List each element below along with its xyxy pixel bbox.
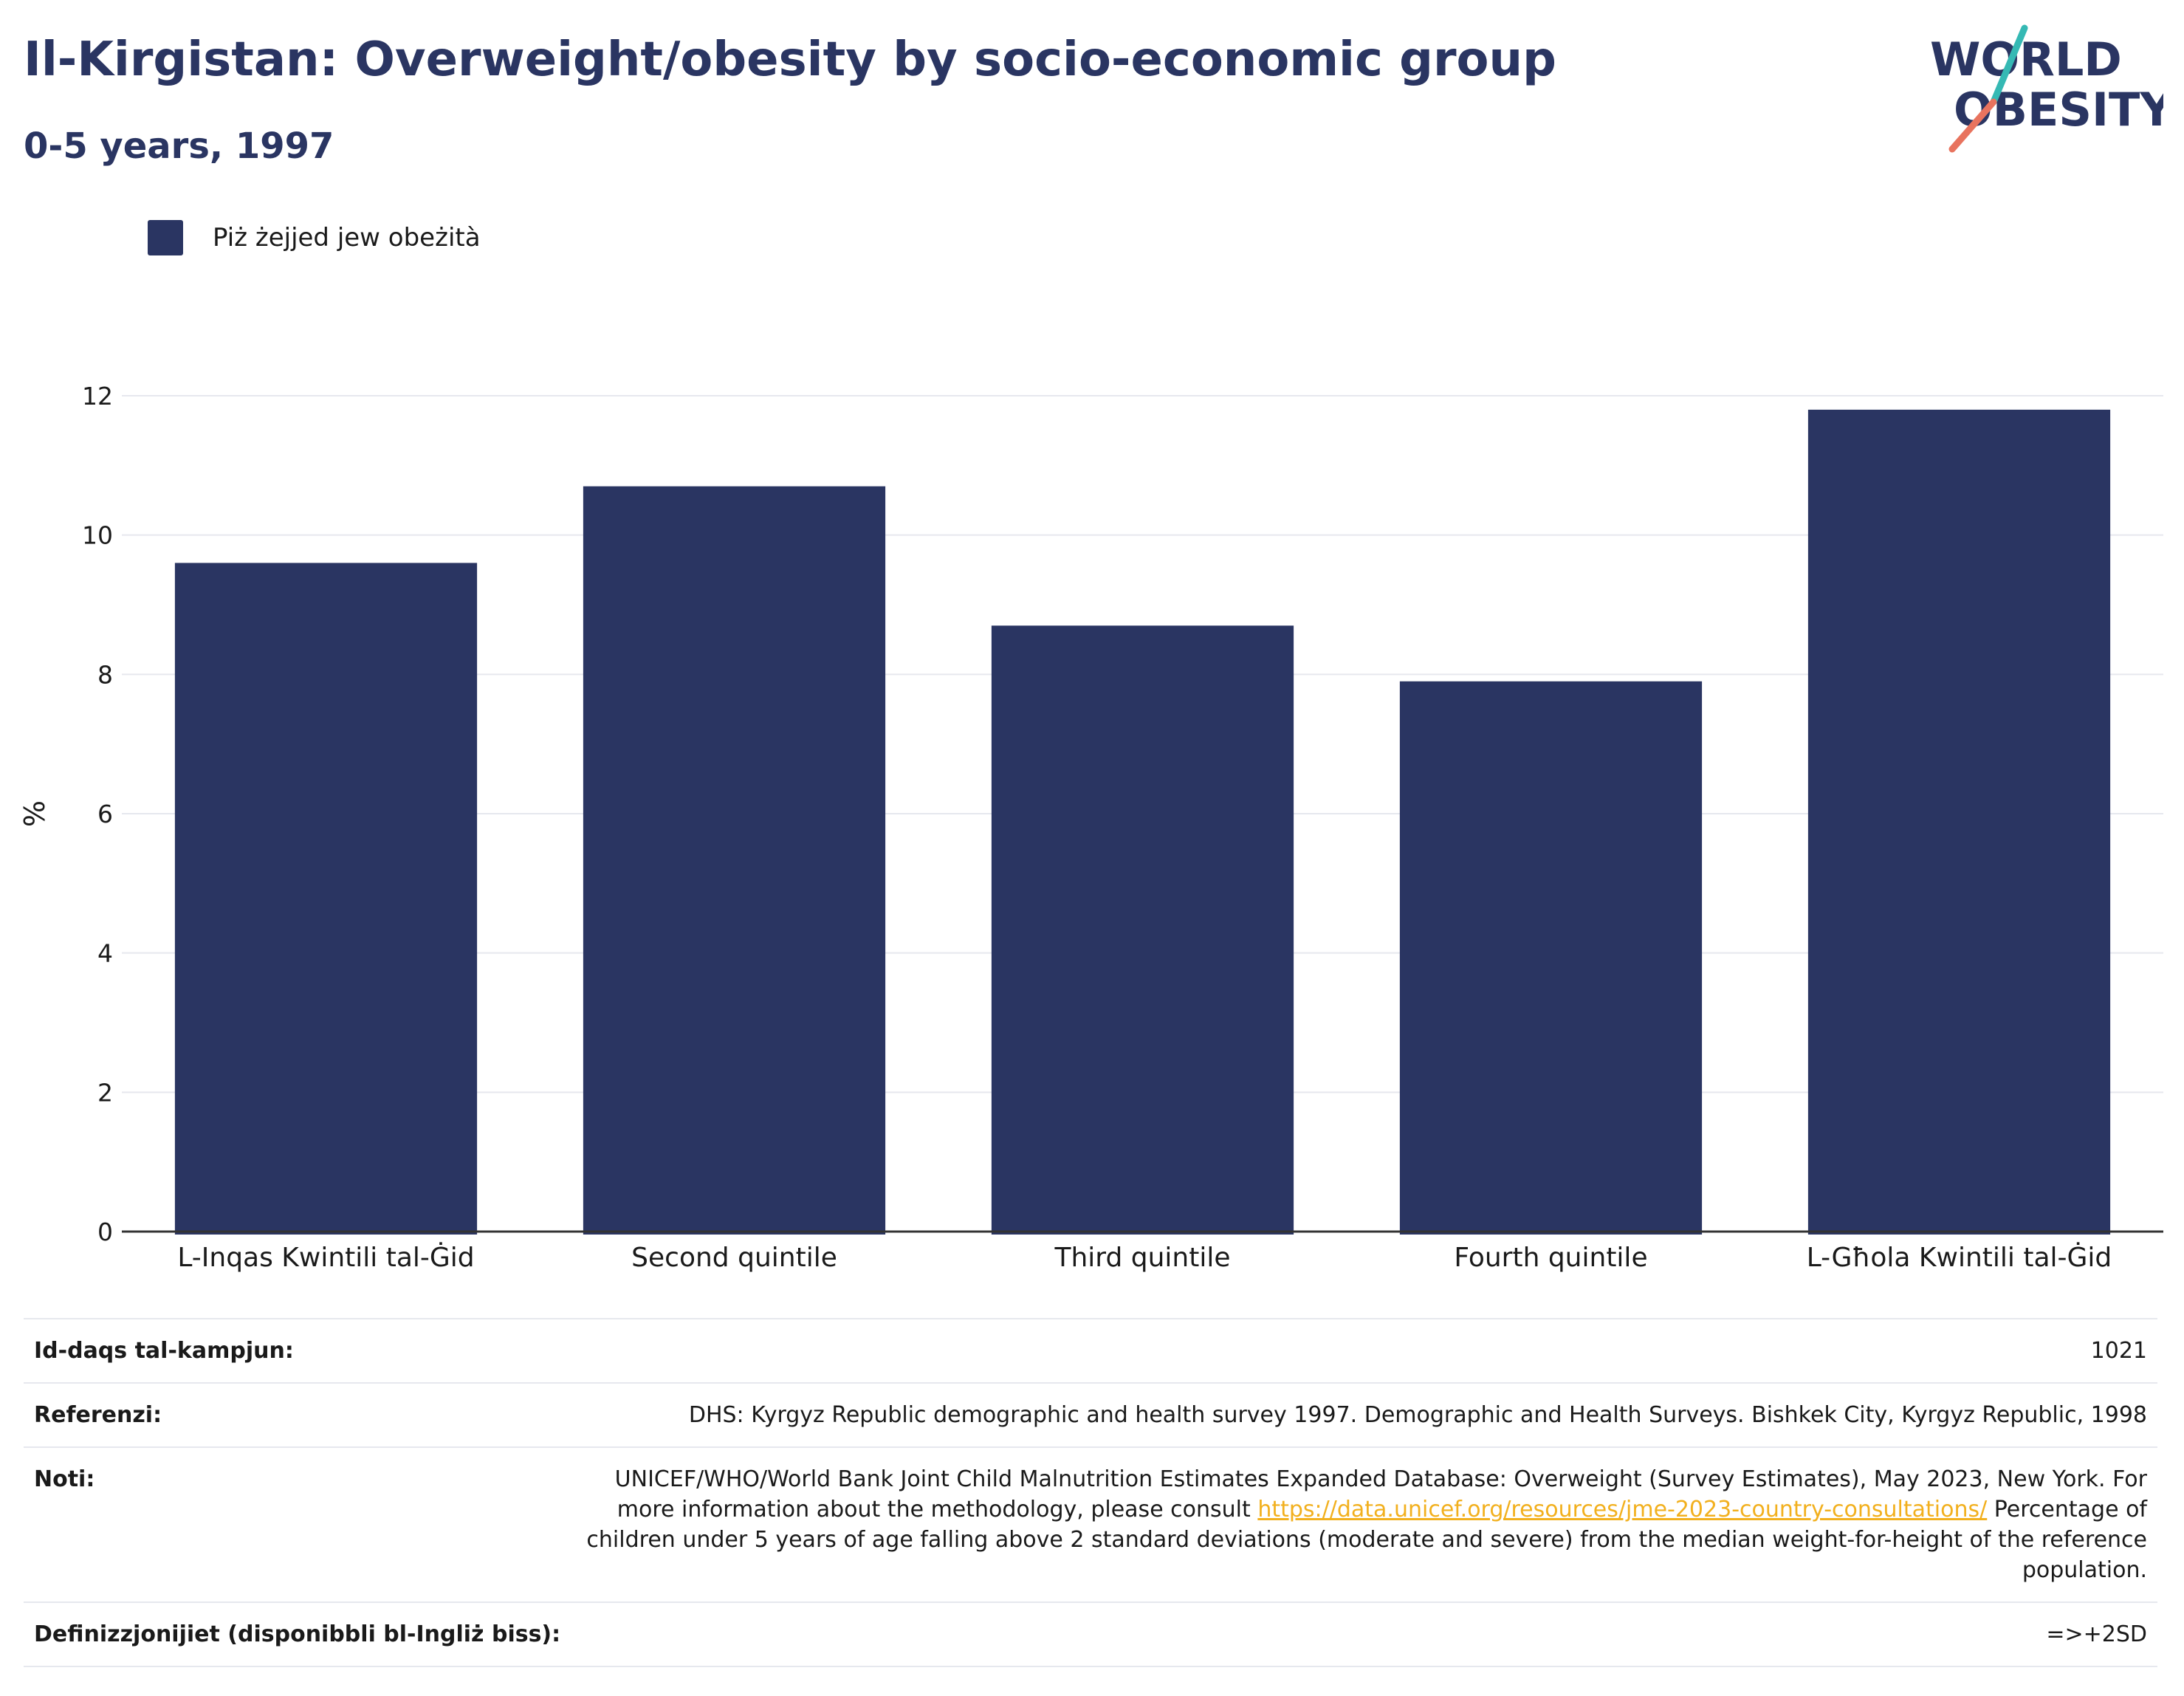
methodology-link[interactable]: https://data.unicef.org/resources/jme-20…: [1257, 1497, 1988, 1522]
legend-swatch: [148, 220, 183, 255]
logo-slash-teal: [1990, 24, 2028, 106]
notes-label: Noti:: [34, 1466, 95, 1492]
y-tick-label: 8: [97, 660, 113, 689]
bar: [1399, 681, 1703, 1235]
notes-text-before: UNICEF/WHO/World Bank Joint Child Malnut…: [614, 1466, 2147, 1522]
y-tick-label: 12: [82, 382, 113, 411]
y-tick-label: 2: [97, 1078, 113, 1107]
definitions-value: =>+2SD: [2046, 1621, 2147, 1647]
legend-label: Piż żejjed jew obeżità: [213, 223, 481, 253]
bar: [174, 563, 478, 1235]
x-category-label: L-Inqas Kwintili tal-Ġid: [177, 1242, 474, 1273]
y-axis-label: %: [18, 800, 51, 827]
sample-size-label: Id-daqs tal-kampjun:: [34, 1338, 294, 1364]
sample-size-value: 1021: [2090, 1338, 2147, 1364]
x-category-label: Third quintile: [1054, 1243, 1230, 1273]
info-row-references: Referenzi: DHS: Kyrgyz Republic demograp…: [24, 1382, 2157, 1446]
y-tick-label: 6: [97, 800, 113, 828]
references-value: DHS: Kyrgyz Republic demographic and hea…: [688, 1402, 2147, 1428]
y-tick-label: 0: [97, 1218, 113, 1246]
notes-text-after: Percentage of children under 5 years of …: [586, 1497, 2147, 1583]
notes-value: UNICEF/WHO/World Bank Joint Child Malnut…: [560, 1464, 2147, 1585]
y-tick-label: 10: [82, 521, 113, 550]
logo-slash-coral: [1948, 98, 1997, 153]
bar: [583, 486, 886, 1235]
y-tick-label: 4: [97, 939, 113, 968]
info-row-notes: Noti: UNICEF/WHO/World Bank Joint Child …: [24, 1446, 2157, 1601]
chart-title: Il-Kirgistan: Overweight/obesity by soci…: [24, 32, 1556, 87]
chart-subtitle: 0-5 years, 1997: [24, 126, 334, 167]
info-row-sample-size: Id-daqs tal-kampjun: 1021: [24, 1318, 2157, 1382]
x-category-label: Second quintile: [631, 1243, 837, 1273]
references-label: Referenzi:: [34, 1402, 162, 1428]
chart-legend[interactable]: Piż żejjed jew obeżità: [148, 219, 481, 257]
x-category-label: Fourth quintile: [1454, 1243, 1647, 1273]
info-table: Id-daqs tal-kampjun: 1021 Referenzi: DHS…: [24, 1318, 2157, 1667]
bar: [991, 625, 1294, 1235]
x-category-label: L-Għola Kwintili tal-Ġid: [1807, 1242, 2112, 1273]
definitions-label: Definizzjonijiet (disponibbli bl-Ingliż …: [34, 1621, 561, 1647]
bar: [1807, 409, 2111, 1235]
logo-word-world: WORLD: [1930, 32, 2122, 86]
info-row-definitions: Definizzjonijiet (disponibbli bl-Ingliż …: [24, 1601, 2157, 1667]
bar-chart: 0 2 4 6 8 10 12 L-Inqas Kwintili tal-Ġid Second …: [18, 382, 2163, 1273]
world-obesity-logo: WORLD OBESITY: [1930, 24, 2163, 153]
